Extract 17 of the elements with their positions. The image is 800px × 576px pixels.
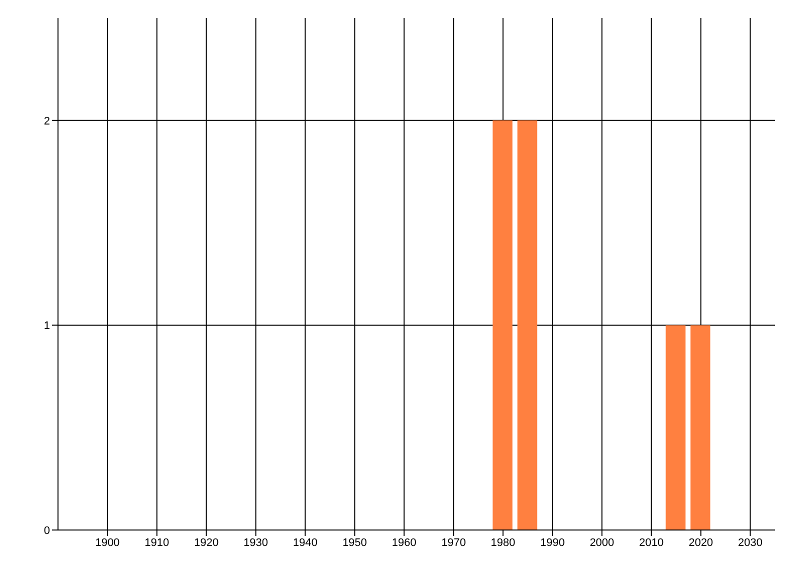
x-tick-label: 1960 xyxy=(392,536,416,549)
x-tick-label: 1970 xyxy=(441,536,466,549)
x-tick-label: 1980 xyxy=(490,536,516,549)
x-tick-label: 2020 xyxy=(688,536,714,549)
x-tick-label: 1940 xyxy=(293,536,318,549)
x-tick-label: 1950 xyxy=(342,536,367,549)
y-tick-label: 1 xyxy=(44,320,50,332)
y-tick-label: 2 xyxy=(44,115,50,128)
x-tick-label: 1930 xyxy=(244,536,268,549)
x-tick-label: 1900 xyxy=(95,536,120,549)
y-tick-label: 0 xyxy=(44,524,50,537)
x-tick-label: 1990 xyxy=(540,536,565,549)
x-tick-label: 1920 xyxy=(194,536,219,549)
x-tick-label: 2000 xyxy=(590,536,614,549)
x-tick-label: 2030 xyxy=(738,536,763,549)
x-tick-label: 1910 xyxy=(144,536,170,549)
x-tick-label: 2010 xyxy=(639,536,664,549)
